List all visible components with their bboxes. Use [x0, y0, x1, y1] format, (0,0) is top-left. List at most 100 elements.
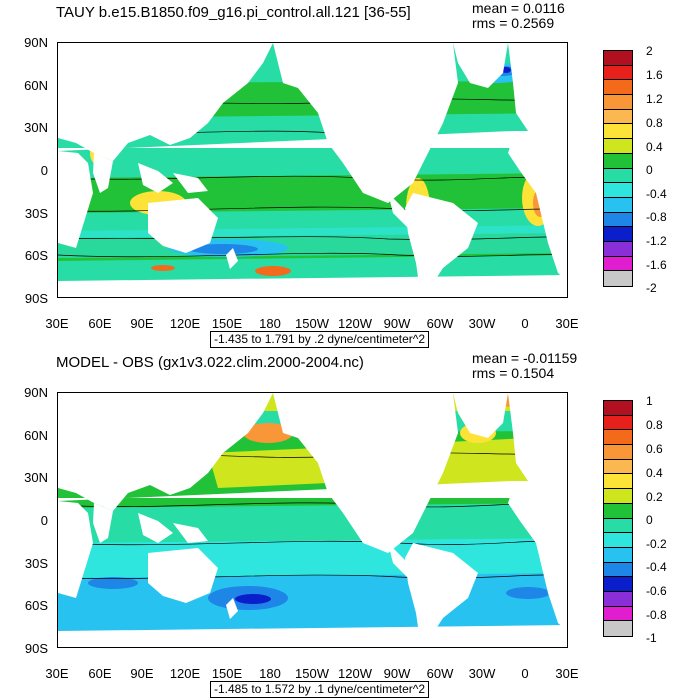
map-panel-bottom: MODEL - OBS (gx1v3.022.clim.2000-2004.nc… — [0, 350, 700, 700]
lon-label: 60W — [426, 666, 454, 681]
colorbar-swatch — [604, 109, 632, 125]
colorbar-label: -1 — [646, 631, 657, 645]
lat-label: 0 — [40, 163, 48, 178]
colorbar-swatch — [604, 621, 632, 636]
lat-label: 90N — [24, 385, 48, 400]
rms-value: rms = 0.2569 — [472, 15, 555, 31]
colorbar — [603, 50, 633, 287]
lon-label: 90E — [130, 316, 154, 331]
lon-label: 180 — [259, 316, 281, 331]
lon-label: 180 — [259, 666, 281, 681]
lon-label: 60E — [88, 316, 112, 331]
colorbar-swatch — [604, 474, 632, 490]
map-panel-top: TAUY b.e15.B1850.f09_g16.pi_control.all.… — [24, 0, 667, 348]
lat-label: 60N — [24, 78, 48, 93]
lon-label: 30W — [468, 666, 496, 681]
colorbar-swatch — [604, 183, 632, 198]
lat-label: 30S — [24, 206, 48, 221]
lon-label: 90W — [383, 316, 411, 331]
lon-label: 0 — [521, 316, 529, 331]
colorbar-swatch — [604, 168, 632, 184]
lon-label: 30E — [45, 666, 69, 681]
rms-value: rms = 0.1504 — [472, 365, 555, 381]
lat-label: 30N — [24, 470, 48, 485]
colorbar-swatch — [604, 562, 632, 578]
colorbar-swatch — [604, 445, 632, 460]
colorbar-swatch — [604, 577, 632, 592]
colorbar-swatch — [604, 503, 632, 519]
contour-range-label: -1.485 to 1.572 by .1 dyne/centimeter^2 — [210, 681, 430, 698]
colorbar-label: 0.4 — [646, 140, 663, 154]
colorbar-label: 1.2 — [646, 92, 663, 106]
lat-label: 90S — [24, 641, 48, 656]
colorbar-label: -1.2 — [646, 234, 667, 248]
colorbar-label: 0 — [646, 513, 653, 527]
lon-label: 150W — [295, 316, 329, 331]
lon-label: 150E — [211, 316, 243, 331]
lat-label: 30N — [24, 120, 48, 135]
lon-label: 150W — [295, 666, 329, 681]
colorbar-swatch — [604, 227, 632, 242]
lon-label: 30E — [555, 316, 579, 331]
lat-label: 30S — [24, 556, 48, 571]
lat-label: 0 — [40, 513, 48, 528]
colorbar-swatch — [604, 489, 632, 504]
colorbar-swatch — [604, 256, 632, 272]
colorbar-swatch — [604, 606, 632, 622]
colorbar-swatch — [604, 212, 632, 228]
lon-label: 30E — [555, 666, 579, 681]
colorbar-label: -0.6 — [646, 584, 667, 598]
lon-label: 30W — [468, 316, 496, 331]
colorbar-label: -0.4 — [646, 187, 667, 201]
colorbar-label: 0.6 — [646, 442, 663, 456]
mean-value: mean = 0.0116 — [472, 0, 565, 16]
colorbar-label: -0.8 — [646, 210, 667, 224]
lon-label: 60E — [88, 666, 112, 681]
lon-label: 120E — [169, 666, 201, 681]
colorbar-label: 0.8 — [646, 116, 663, 130]
lat-label: 60N — [24, 428, 48, 443]
lon-label: 120W — [338, 316, 372, 331]
lat-label: 90N — [24, 35, 48, 50]
lon-label: 0 — [521, 666, 529, 681]
lon-label: 120E — [169, 316, 201, 331]
colorbar-swatch — [604, 124, 632, 140]
lon-label: 120W — [338, 666, 372, 681]
colorbar-swatch — [604, 197, 632, 213]
colorbar-swatch — [604, 95, 632, 110]
lon-label: 90W — [383, 666, 411, 681]
colorbar-swatch — [604, 459, 632, 475]
lon-label: 30E — [45, 316, 69, 331]
colorbar-swatch — [604, 139, 632, 154]
colorbar-label: 1 — [646, 394, 653, 408]
lat-label: 60S — [24, 248, 48, 263]
lon-label: 90E — [130, 666, 154, 681]
colorbar-swatch — [604, 271, 632, 286]
colorbar-label: -0.2 — [646, 537, 667, 551]
lat-label: 90S — [24, 291, 48, 306]
colorbar-label: 0 — [646, 163, 653, 177]
colorbar-label: -2 — [646, 281, 657, 295]
colorbar-label: 0.8 — [646, 418, 663, 432]
colorbar-label: -1.6 — [646, 258, 667, 272]
colorbar-swatch — [604, 547, 632, 563]
colorbar-label: 2 — [646, 44, 653, 58]
colorbar-label: -0.4 — [646, 560, 667, 574]
colorbar-label: 1.6 — [646, 68, 663, 82]
lat-label: 60S — [24, 598, 48, 613]
colorbar-swatch — [604, 65, 632, 81]
panel-title: TAUY b.e15.B1850.f09_g16.pi_control.all.… — [56, 4, 411, 21]
lon-label: 150E — [211, 666, 243, 681]
colorbar-label: 0.2 — [646, 490, 663, 504]
colorbar-swatch — [604, 80, 632, 96]
panel-title: MODEL - OBS (gx1v3.022.clim.2000-2004.nc… — [56, 354, 364, 371]
colorbar-swatch — [604, 415, 632, 431]
colorbar-swatch — [604, 153, 632, 169]
colorbar — [603, 400, 633, 637]
lon-label: 60W — [426, 316, 454, 331]
contour-map — [57, 42, 568, 298]
contour-map — [57, 392, 568, 648]
mean-value: mean = -0.01159 — [472, 350, 578, 366]
colorbar-swatch — [604, 401, 632, 416]
colorbar-label: 0.4 — [646, 466, 663, 480]
